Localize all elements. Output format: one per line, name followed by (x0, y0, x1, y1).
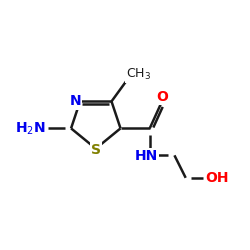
Text: HN: HN (135, 150, 158, 164)
Text: OH: OH (205, 171, 229, 185)
Text: N: N (69, 94, 81, 108)
Text: S: S (91, 143, 101, 157)
Text: H$_2$N: H$_2$N (15, 120, 46, 136)
Text: O: O (156, 90, 168, 104)
Text: CH$_3$: CH$_3$ (126, 67, 152, 82)
